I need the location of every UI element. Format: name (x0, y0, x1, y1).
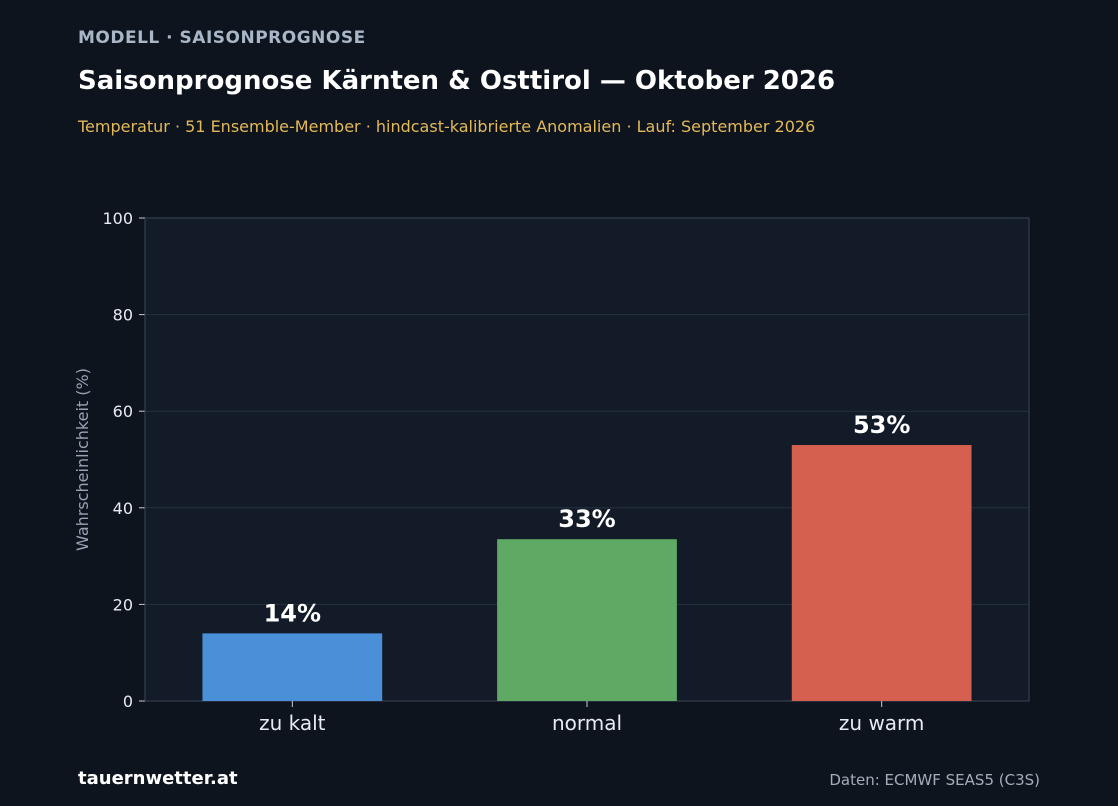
x-tick-label: normal (552, 711, 622, 735)
bars: 14% 33% 53% (202, 411, 972, 701)
bar-value-label: 33% (558, 505, 615, 533)
y-tick-label: 40 (113, 499, 133, 518)
chart-kicker: MODELL · SAISONPROGNOSE (78, 28, 366, 48)
bar-zu-kalt (202, 633, 383, 701)
bar-value-label: 53% (853, 411, 910, 439)
y-tick-label: 0 (123, 692, 133, 711)
data-source: Daten: ECMWF SEAS5 (C3S) (829, 771, 1040, 789)
y-tick-label: 100 (102, 209, 133, 228)
chart-title: Saisonprognose Kärnten & Osttirol — Okto… (78, 66, 836, 96)
bar-zu-warm (791, 445, 972, 701)
y-tick-label: 80 (113, 306, 133, 325)
brand-footer: tauernwetter.at (78, 768, 238, 789)
y-axis-label: Wahrscheinlichkeit (%) (73, 368, 92, 551)
x-tick-label: zu warm (839, 711, 925, 735)
chart-subtitle: Temperatur · 51 Ensemble-Member · hindca… (78, 117, 816, 136)
bar-normal (497, 539, 677, 701)
y-tick-label: 20 (113, 595, 133, 614)
y-tick-label: 60 (113, 402, 133, 421)
x-tick-label: zu kalt (259, 711, 326, 735)
bar-value-label: 14% (264, 599, 321, 627)
